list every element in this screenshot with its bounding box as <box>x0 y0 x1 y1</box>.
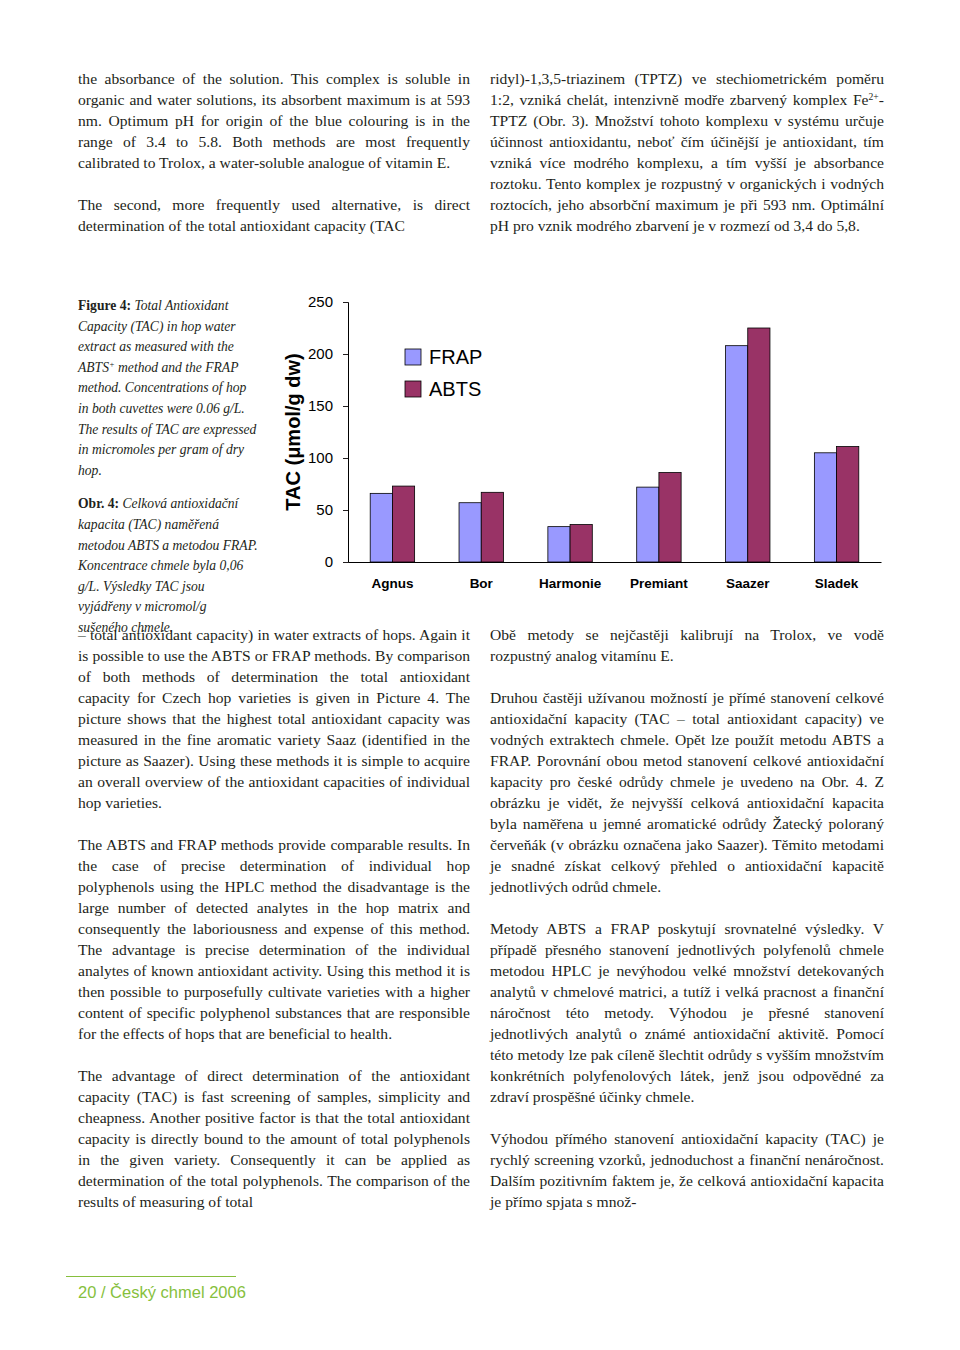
bars <box>370 328 859 562</box>
tick: 0 <box>325 553 348 570</box>
bar <box>748 328 770 562</box>
axis-title: TAC (μmol/g dw) <box>282 353 304 510</box>
paragraph: Figure 4: Total Antioxidant Capacity (TA… <box>78 296 258 481</box>
tick-label: 100 <box>308 449 333 466</box>
tick: Saazer <box>726 562 770 591</box>
paragraph: Metody ABTS a FRAP poskytují srovnatelné… <box>490 918 884 1107</box>
superscript: + <box>109 359 115 369</box>
tick-mark <box>343 302 348 303</box>
text-run: -TPTZ (Obr. 3). Množství tohoto komplexu… <box>490 91 884 234</box>
tick: Sladek <box>815 562 859 591</box>
bar <box>837 447 859 562</box>
bar <box>637 487 659 562</box>
bar <box>370 493 392 562</box>
tick: Agnus <box>371 562 413 591</box>
paragraph: Obr. 4: Celková antioxidační kapacita (T… <box>78 494 258 638</box>
paragraph: – total antioxidant capacity) in water e… <box>78 624 470 813</box>
tick: 200 <box>308 345 348 362</box>
paragraph: Druhou častěji užívanou možností je přím… <box>490 687 884 897</box>
tick: Harmonie <box>539 562 602 591</box>
tick: Premiant <box>630 562 688 591</box>
tick-mark <box>343 510 348 511</box>
paragraph: The second, more frequently used alterna… <box>78 194 470 236</box>
paragraph: the absorbance of the solution. This com… <box>78 68 470 173</box>
text-column: – total antioxidant capacity) in water e… <box>78 624 470 1233</box>
tick-label: Agnus <box>371 576 413 591</box>
tick-mark <box>343 458 348 459</box>
tick-label: 150 <box>308 397 333 414</box>
legend-swatch <box>405 349 421 365</box>
paragraph: ridyl)-1,3,5-triazinem (TPTZ) ve stechio… <box>490 68 884 236</box>
legend-swatch <box>405 381 421 397</box>
superscript: 2+ <box>869 91 879 102</box>
legend-item: FRAP <box>405 346 482 368</box>
bar <box>392 486 414 562</box>
bar <box>481 492 503 562</box>
tick-label: 0 <box>325 553 333 570</box>
chart: 0 50 100 150 200 250 Agnus Bor Harmonie Premiant S… <box>260 280 900 610</box>
tick: 50 <box>316 501 348 518</box>
text-column: Obě metody se nejčastěji kalibrují na Tr… <box>490 624 884 1233</box>
footer: 20 / Český chmel 2006 <box>78 1283 246 1302</box>
axis-line <box>343 303 349 563</box>
legend-item: ABTS <box>405 378 481 400</box>
text-column: ridyl)-1,3,5-triazinem (TPTZ) ve stechio… <box>490 68 884 257</box>
plot: 0 50 100 150 200 250 Agnus Bor Harmonie Premiant S… <box>308 293 882 590</box>
paragraph: Obě metody se nejčastěji kalibrují na Tr… <box>490 624 884 666</box>
tick-label: Bor <box>470 576 494 591</box>
paragraph: The advantage of direct determination of… <box>78 1065 470 1212</box>
text-run: method and the FRAP method. Concentratio… <box>78 360 256 478</box>
bar <box>548 527 570 562</box>
text-run: Figure 4: <box>78 298 131 313</box>
axis-line <box>349 562 882 563</box>
tick-label: 250 <box>308 293 333 310</box>
tick: 150 <box>308 397 348 414</box>
tick-label: Saazer <box>726 576 770 591</box>
paragraph: Výhodou přímého stanovení antioxidační k… <box>490 1128 884 1212</box>
bar <box>814 453 836 562</box>
text-run: ridyl)-1,3,5-triazinem (TPTZ) ve stechio… <box>490 70 884 108</box>
bar <box>570 525 592 562</box>
x-axis: Agnus Bor Harmonie Premiant Saazer Sladek <box>349 562 882 591</box>
text-run: Celková antioxidační kapacita (TAC) namě… <box>78 496 258 635</box>
legend: FRAP ABTS <box>405 346 482 400</box>
legend-label: FRAP <box>429 346 482 368</box>
tick-mark <box>343 562 348 563</box>
tick-label: Harmonie <box>539 576 602 591</box>
bar <box>726 346 748 562</box>
tick: 100 <box>308 449 348 466</box>
tick-mark <box>343 354 348 355</box>
y-axis: 0 50 100 150 200 250 <box>308 293 349 570</box>
tick-label: Premiant <box>630 576 688 591</box>
paragraph: The ABTS and FRAP methods provide compar… <box>78 834 470 1044</box>
tick-label: 200 <box>308 345 333 362</box>
bar <box>459 503 481 562</box>
text-run: Obr. 4: <box>78 496 119 511</box>
tick: 250 <box>308 293 348 310</box>
tick-mark <box>343 406 348 407</box>
footer-rule <box>66 1276 236 1277</box>
tick: Bor <box>470 562 494 591</box>
tick-label: 50 <box>316 501 333 518</box>
text-column: the absorbance of the solution. This com… <box>78 68 470 257</box>
legend-label: ABTS <box>429 378 481 400</box>
bar <box>659 473 681 562</box>
tick-label: Sladek <box>815 576 859 591</box>
text-column: Figure 4: Total Antioxidant Capacity (TA… <box>78 296 258 652</box>
